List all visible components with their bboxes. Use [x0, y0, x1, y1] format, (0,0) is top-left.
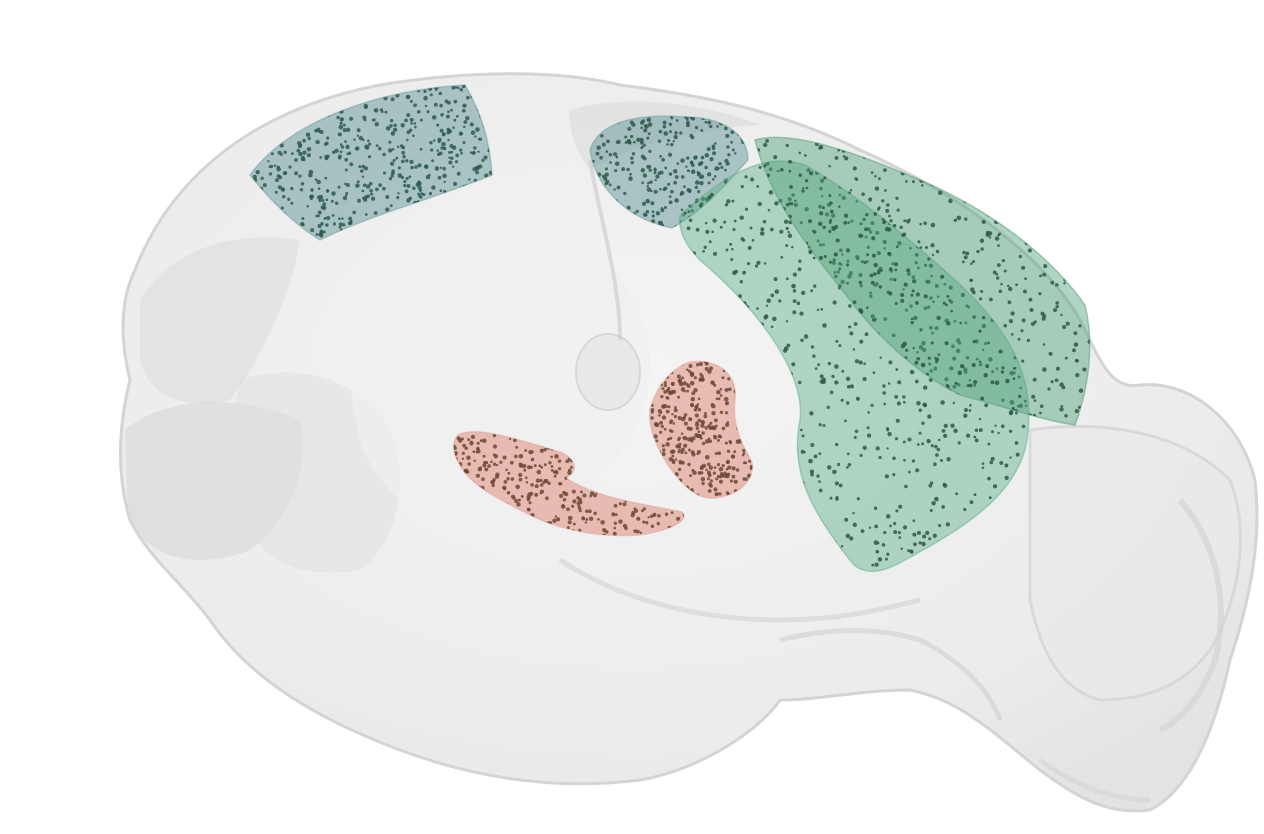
- brain-regions: [249, 84, 1091, 572]
- pink-wedge-region-shape: [648, 360, 754, 499]
- midline-blue-region: [589, 115, 749, 229]
- frontal-blue-region-shape: [249, 84, 493, 241]
- pink-elongated-region-shape: [453, 431, 685, 537]
- green-strip-region-shape: [754, 136, 1091, 426]
- midline-blue-region-cells: [590, 116, 748, 228]
- pink-wedge-region: [648, 360, 754, 499]
